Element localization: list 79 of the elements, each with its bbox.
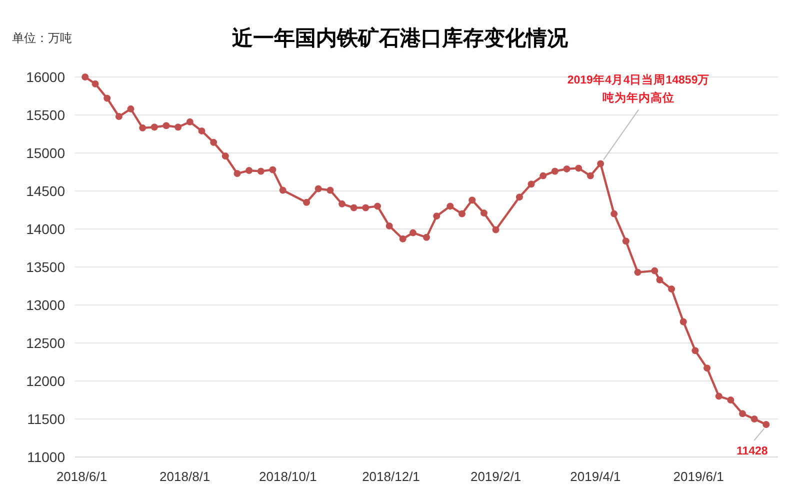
point (186, 118, 194, 126)
point (314, 185, 322, 192)
point (210, 138, 218, 146)
x-tick-label: 2019/6/1 (673, 469, 724, 484)
point (222, 152, 229, 160)
point (257, 168, 264, 175)
point (127, 105, 134, 112)
point (198, 127, 206, 134)
point (634, 268, 642, 276)
annotation: 2019年4月4日当周14859万吨为年内高位 (567, 72, 710, 105)
x-tick-label: 2018/6/1 (56, 469, 108, 484)
point (433, 212, 440, 220)
point (586, 172, 594, 180)
point (597, 160, 604, 168)
point (610, 210, 618, 218)
y-tick-label: 11000 (27, 449, 66, 465)
point (480, 210, 488, 217)
point (680, 318, 687, 326)
chart-title: 近一年国内铁矿石港口库存变化情况 (231, 26, 569, 50)
y-tick-label: 15000 (26, 145, 66, 161)
y-axis-title: 单位：万吨 (12, 31, 72, 45)
point (622, 238, 630, 245)
point (468, 196, 476, 204)
y-tick-label: 12500 (26, 335, 66, 351)
x-tick-label: 2018/12/1 (362, 469, 420, 484)
point (750, 416, 758, 422)
point (409, 229, 416, 236)
point (575, 164, 582, 172)
x-tick-label: 2019/2/1 (470, 469, 522, 484)
y-tick-label: 16000 (26, 69, 66, 85)
point (727, 396, 734, 404)
point (715, 392, 722, 400)
point (399, 235, 406, 242)
y-tick-label: 13000 (26, 297, 66, 313)
point (350, 204, 358, 212)
point (162, 122, 170, 130)
point (446, 202, 454, 210)
point (362, 204, 370, 212)
y-tick-label: 15500 (26, 107, 66, 123)
x-tick-label: 2018/8/1 (160, 469, 210, 484)
point (516, 194, 523, 201)
point (234, 170, 241, 178)
annotation: 11428 (736, 445, 768, 458)
point (174, 124, 182, 131)
point (104, 94, 111, 102)
point (82, 74, 89, 80)
point (551, 168, 558, 175)
point (492, 226, 500, 234)
y-tick-label: 12000 (26, 373, 66, 389)
point (139, 124, 146, 132)
point (279, 186, 286, 194)
point (92, 80, 99, 88)
point (739, 410, 746, 418)
point (458, 210, 466, 218)
y-tick-label: 11500 (27, 411, 66, 427)
point (528, 180, 535, 188)
point (692, 347, 699, 354)
point (338, 200, 346, 208)
point (668, 286, 676, 293)
y-tick-label: 13500 (26, 259, 66, 275)
y-tick-label: 14500 (26, 183, 66, 199)
point (540, 172, 547, 180)
point (704, 364, 711, 372)
point (423, 234, 430, 241)
point (115, 113, 122, 120)
point (386, 222, 393, 230)
point (656, 276, 664, 284)
point (651, 267, 658, 274)
point (150, 124, 158, 131)
point (326, 186, 334, 194)
y-tick-label: 14000 (26, 221, 66, 237)
x-tick-label: 2018/10/1 (259, 469, 317, 484)
x-tick-label: 2019/4/1 (570, 469, 621, 484)
point (246, 166, 253, 174)
point (374, 202, 381, 210)
point (269, 166, 276, 174)
point (303, 198, 310, 206)
point (563, 165, 570, 172)
point (762, 420, 770, 428)
